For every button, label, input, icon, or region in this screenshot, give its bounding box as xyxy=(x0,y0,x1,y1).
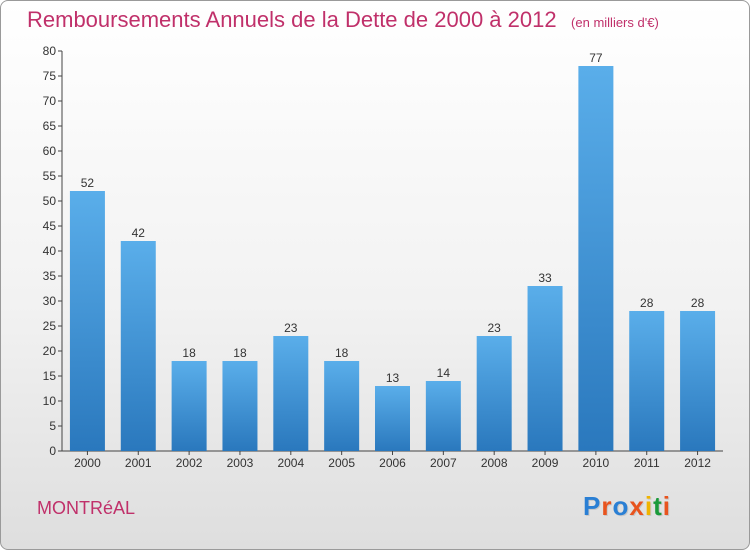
bar-2002 xyxy=(171,361,207,451)
y-tick-label: 40 xyxy=(43,244,57,258)
chart-axes: 0 5 10 15 20 25 30 35 40 45 50 55 60 65 70 75 80 xyxy=(43,44,723,458)
logo-letter: P xyxy=(583,491,602,521)
bar-2012 xyxy=(680,311,716,451)
x-tick-label-2012: 2012 xyxy=(684,456,711,470)
y-tick-label: 5 xyxy=(49,419,56,433)
x-tick-label-2007: 2007 xyxy=(430,456,457,470)
x-tick-label-2008: 2008 xyxy=(481,456,508,470)
logo-letter: i xyxy=(662,491,671,521)
y-tick-label: 20 xyxy=(43,344,57,358)
y-tick-label: 35 xyxy=(43,269,57,283)
chart-unit: (en milliers d'€) xyxy=(571,15,659,30)
bar-2011 xyxy=(629,311,665,451)
bar-2005 xyxy=(324,361,360,451)
x-tick-label-2003: 2003 xyxy=(227,456,254,470)
bar-2007 xyxy=(425,381,461,451)
y-tick-label: 75 xyxy=(43,69,57,83)
chart-title: Remboursements Annuels de la Dette de 20… xyxy=(27,7,557,32)
value-label-2003: 18 xyxy=(233,346,247,360)
bar-2010 xyxy=(578,66,614,451)
x-tick-label-2002: 2002 xyxy=(176,456,203,470)
y-tick-label: 0 xyxy=(49,444,56,458)
logo-letter: i xyxy=(644,491,654,521)
value-label-2005: 18 xyxy=(335,346,349,360)
logo-letter: o xyxy=(612,491,630,521)
x-tick-label-2009: 2009 xyxy=(532,456,559,470)
logo-letter: t xyxy=(653,491,663,521)
value-label-2011: 28 xyxy=(640,296,654,310)
y-tick-label: 30 xyxy=(43,294,57,308)
y-tick-label: 50 xyxy=(43,194,57,208)
value-label-2006: 13 xyxy=(386,371,400,385)
chart-labels: 52 2000 42 2001 18 2002 18 2003 23 2004 18 2005 13 20… xyxy=(74,51,711,470)
value-label-2001: 42 xyxy=(132,226,146,240)
bar-2008 xyxy=(476,336,512,451)
y-tick-label: 80 xyxy=(43,44,57,58)
value-label-2004: 23 xyxy=(284,321,298,335)
proxiti-logo: Proxiti xyxy=(583,491,671,522)
x-tick-label-2004: 2004 xyxy=(277,456,304,470)
logo-letter: x xyxy=(629,491,645,521)
x-tick-label-2011: 2011 xyxy=(634,456,660,470)
y-tick-label: 55 xyxy=(43,169,57,183)
x-tick-label-2010: 2010 xyxy=(583,456,610,470)
value-label-2012: 28 xyxy=(691,296,705,310)
x-tick-label-2006: 2006 xyxy=(379,456,406,470)
y-tick-label: 15 xyxy=(43,369,57,383)
y-tick-label: 10 xyxy=(43,394,57,408)
place-name: MONTRéAL xyxy=(37,498,136,518)
bar-2006 xyxy=(375,386,410,451)
bar-2000 xyxy=(69,191,105,451)
y-tick-label: 25 xyxy=(43,319,57,333)
bar-2001 xyxy=(120,241,156,451)
bar-2009 xyxy=(527,286,563,451)
value-label-2000: 52 xyxy=(81,176,95,190)
value-label-2007: 14 xyxy=(437,366,451,380)
x-tick-label-2000: 2000 xyxy=(74,456,101,470)
y-tick-label: 70 xyxy=(43,94,57,108)
y-tick-label: 60 xyxy=(43,144,57,158)
value-label-2010: 77 xyxy=(589,51,603,65)
value-label-2002: 18 xyxy=(182,346,196,360)
value-label-2009: 33 xyxy=(538,271,552,285)
x-tick-label-2001: 2001 xyxy=(125,456,152,470)
value-label-2008: 23 xyxy=(488,321,502,335)
y-tick-label: 45 xyxy=(43,219,57,233)
chart-bars xyxy=(69,66,716,451)
y-tick-label: 65 xyxy=(43,119,57,133)
bar-2004 xyxy=(273,336,309,451)
chart-title-block: Remboursements Annuels de la Dette de 20… xyxy=(27,7,659,33)
x-tick-label-2005: 2005 xyxy=(328,456,355,470)
bar-2003 xyxy=(222,361,258,451)
logo-letter: r xyxy=(601,491,613,521)
